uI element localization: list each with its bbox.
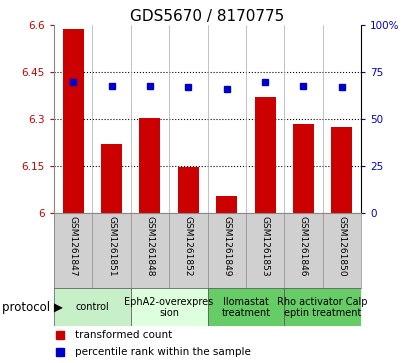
Text: GSM1261850: GSM1261850	[337, 216, 347, 276]
Bar	[284, 289, 361, 326]
Bar	[131, 289, 208, 326]
Bar	[178, 167, 199, 213]
Text: GSM1261848: GSM1261848	[145, 216, 154, 276]
Text: percentile rank within the sample: percentile rank within the sample	[76, 347, 251, 357]
Text: Rho activator Calp
eptin treatment: Rho activator Calp eptin treatment	[277, 297, 368, 318]
Text: transformed count: transformed count	[76, 330, 173, 340]
Text: EphA2-overexpres
sion: EphA2-overexpres sion	[124, 297, 214, 318]
Text: GSM1261849: GSM1261849	[222, 216, 231, 276]
Text: GSM1261853: GSM1261853	[261, 216, 270, 276]
Bar	[101, 144, 122, 213]
Title: GDS5670 / 8170775: GDS5670 / 8170775	[130, 9, 285, 24]
Text: control: control	[76, 302, 109, 312]
Bar	[139, 118, 161, 213]
Text: protocol ▶: protocol ▶	[2, 301, 63, 314]
Text: Ilomastat
treatment: Ilomastat treatment	[221, 297, 271, 318]
Text: GSM1261851: GSM1261851	[107, 216, 116, 276]
Text: GSM1261847: GSM1261847	[68, 216, 78, 276]
Text: GSM1261852: GSM1261852	[184, 216, 193, 276]
Bar	[54, 289, 131, 326]
Bar	[208, 289, 284, 326]
Bar	[293, 124, 314, 213]
Bar	[216, 196, 237, 213]
Bar	[254, 97, 276, 213]
Bar	[63, 29, 84, 213]
Bar	[331, 127, 352, 213]
Text: GSM1261846: GSM1261846	[299, 216, 308, 276]
